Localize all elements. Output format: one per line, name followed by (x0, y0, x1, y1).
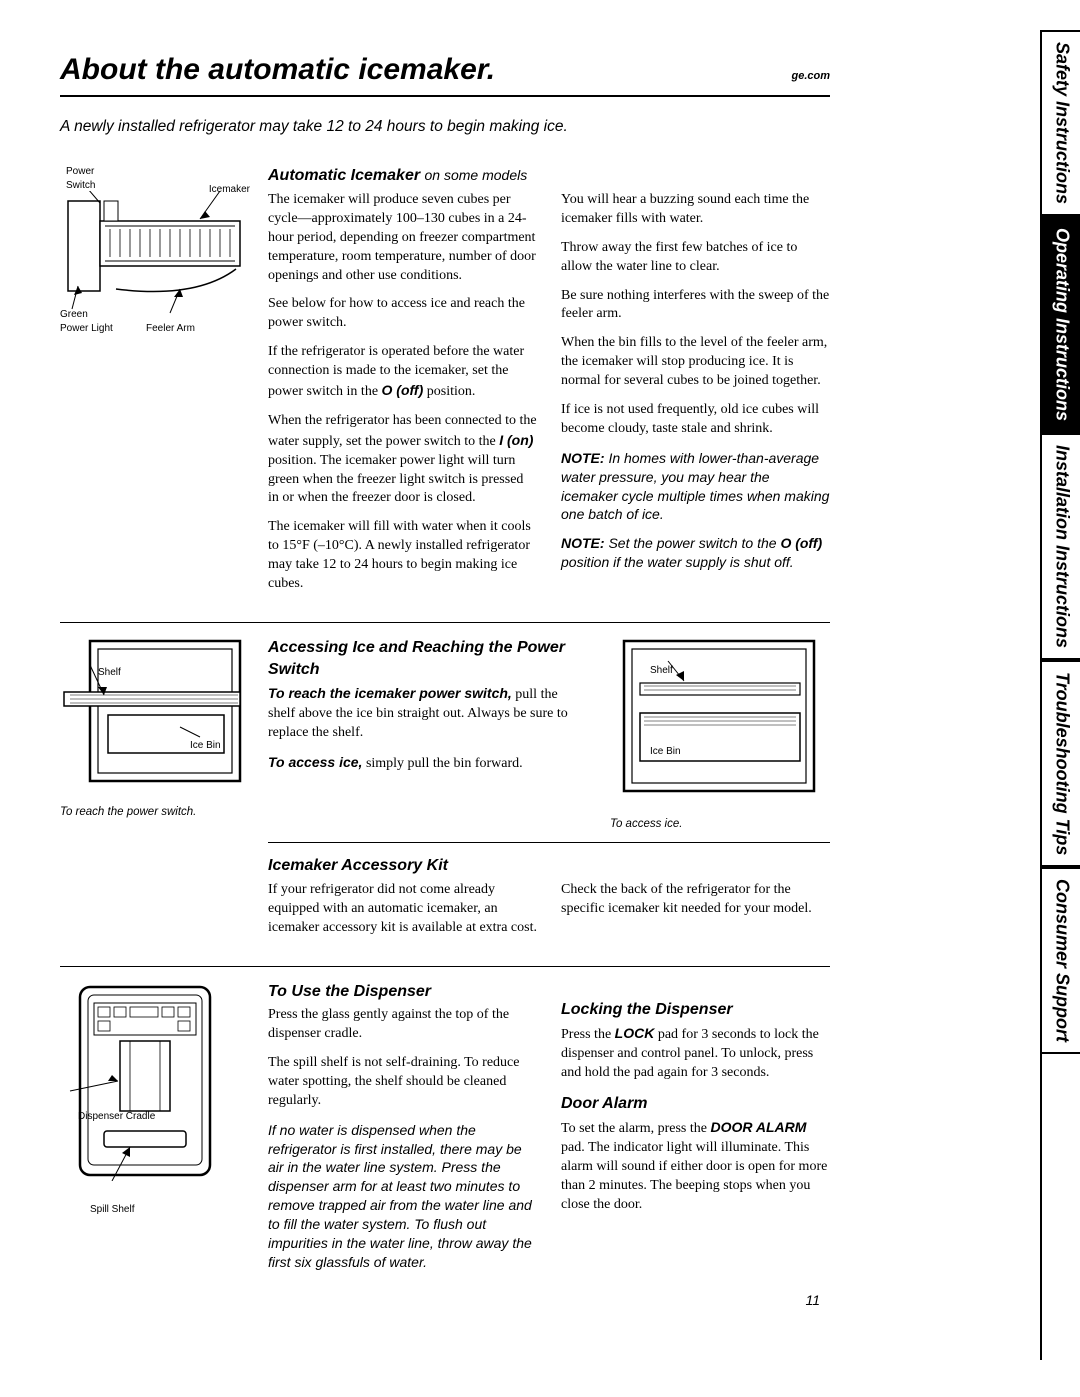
s4-lock-p: Press the LOCK pad for 3 seconds to lock… (561, 1024, 830, 1083)
s1-l-p5: The icemaker will fill with water when i… (268, 518, 537, 594)
subhead-locking-dispenser: Locking the Dispenser (561, 999, 830, 1021)
divider (268, 842, 830, 843)
s1-l-p3: If the refrigerator is operated before t… (268, 343, 537, 402)
fig-label-feeler-arm: Feeler Arm (146, 322, 195, 336)
s1-r-p3: Be sure nothing interferes with the swee… (561, 287, 830, 325)
fig-label-spill: Spill Shelf (90, 1203, 250, 1217)
sec4-left-col: To Use the Dispenser Press the glass gen… (268, 981, 537, 1282)
sec4-right-col: Locking the Dispenser Press the LOCK pad… (561, 981, 830, 1282)
section-automatic-icemaker: Power Switch Icemaker G (60, 165, 830, 604)
s1-l-p1: The icemaker will produce seven cubes pe… (268, 191, 537, 285)
s1-r-p5: If ice is not used frequently, old ice c… (561, 401, 830, 439)
s3-right: Check the back of the refrigerator for t… (561, 881, 830, 919)
tab-consumer[interactable]: Consumer Support (1042, 867, 1080, 1054)
divider (60, 622, 830, 623)
sec3-body: If your refrigerator did not come alread… (268, 881, 830, 948)
figcap-reach-switch: To reach the power switch. (60, 805, 250, 821)
s2-p1: To reach the icemaker power switch, pull… (268, 684, 586, 743)
s4-d-ital: If no water is dispensed when the refrig… (268, 1121, 537, 1272)
s3-left: If your refrigerator did not come alread… (268, 881, 537, 938)
fig-icemaker: Power Switch Icemaker G (60, 165, 250, 335)
s1-note2: NOTE: Set the power switch to the O (off… (561, 534, 830, 572)
tab-troubleshooting[interactable]: Troubleshooting Tips (1042, 660, 1080, 867)
section-dispenser: Dispenser Cradle Spill Shelf To Use the … (60, 981, 830, 1282)
figcap-access-ice: To access ice. (610, 817, 830, 833)
subhead-use-dispenser: To Use the Dispenser (268, 981, 537, 1003)
s4-d-p1: Press the glass gently against the top o… (268, 1006, 537, 1044)
subhead-accessing-ice: Accessing Ice and Reaching the Power Swi… (268, 637, 586, 680)
side-tabs: Safety Instructions Operating Instructio… (1040, 30, 1080, 1360)
s4-alarm-p: To set the alarm, press the DOOR ALARM p… (561, 1118, 830, 1214)
subhead-text: Automatic Icemaker (268, 167, 420, 184)
section-accessing-ice: Shelf Ice Bin To reach the power switch.… (60, 637, 830, 948)
s1-r-p4: When the bin fills to the level of the f… (561, 334, 830, 391)
fig-dispenser: Dispenser Cradle (60, 981, 250, 1201)
s1-l-p2: See below for how to access ice and reac… (268, 295, 537, 333)
s1-note1: NOTE: In homes with lower-than-average w… (561, 449, 830, 525)
sec2-text: Accessing Ice and Reaching the Power Swi… (268, 637, 586, 832)
subhead-note: on some models (425, 167, 528, 183)
intro-text: A newly installed refrigerator may take … (60, 117, 830, 138)
tab-operating[interactable]: Operating Instructions (1042, 216, 1080, 433)
s2-p2: To access ice, simply pull the bin forwa… (268, 753, 586, 774)
title-row: About the automatic icemaker. ge.com (60, 50, 830, 97)
s1-l-p4: When the refrigerator has been connected… (268, 412, 537, 508)
page-number: 11 (805, 1291, 820, 1310)
tab-installation[interactable]: Installation Instructions (1042, 433, 1080, 660)
fig-access-ice: Shelf Ice Bin To access ice. (610, 637, 830, 832)
fig-label-power-switch: Power Switch (66, 165, 95, 192)
fig-label-shelf-1: Shelf (98, 666, 288, 680)
page-title: About the automatic icemaker. (60, 50, 495, 91)
s1-r-p2: Throw away the first few batches of ice … (561, 239, 830, 277)
divider (60, 966, 830, 967)
s1-r-p1: You will hear a buzzing sound each time … (561, 191, 830, 229)
domain-label: ge.com (791, 69, 830, 84)
subhead-door-alarm: Door Alarm (561, 1093, 830, 1115)
tab-safety[interactable]: Safety Instructions (1042, 30, 1080, 216)
subhead-automatic-icemaker: Automatic Icemaker on some models (268, 165, 830, 187)
fig-reach-switch: Shelf Ice Bin (60, 637, 250, 821)
fig-label-icebin-1: Ice Bin (190, 739, 380, 753)
sec1-left-col: The icemaker will produce seven cubes pe… (268, 191, 537, 604)
s4-d-p2: The spill shelf is not self-draining. To… (268, 1054, 537, 1111)
fig-label-cradle: Dispenser Cradle (78, 1110, 268, 1124)
fig-label-green-light: Green Power Light (60, 308, 113, 335)
sec1-right-col: You will hear a buzzing sound each time … (561, 191, 830, 604)
fig-label-icebin-2: Ice Bin (650, 745, 870, 759)
fig-label-shelf-2: Shelf (650, 664, 870, 678)
subhead-accessory-kit: Icemaker Accessory Kit (268, 855, 830, 877)
